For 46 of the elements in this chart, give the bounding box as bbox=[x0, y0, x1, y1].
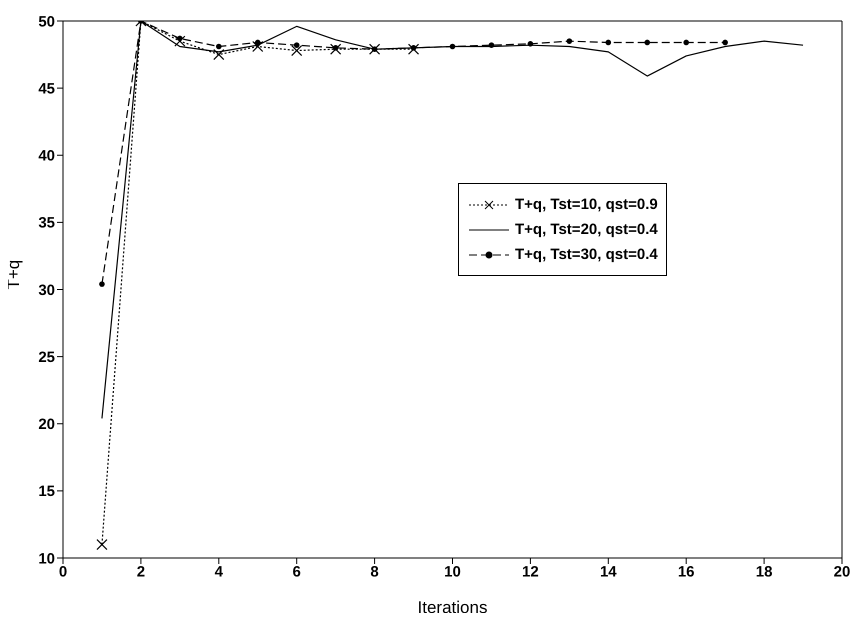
y-tick-label: 50 bbox=[38, 13, 55, 30]
y-tick-label: 40 bbox=[38, 148, 55, 165]
point bbox=[566, 38, 572, 44]
point bbox=[254, 40, 261, 46]
y-tick-label: 35 bbox=[38, 214, 55, 232]
point bbox=[683, 40, 689, 46]
y-tick-label: 30 bbox=[38, 282, 55, 299]
y-tick-label: 20 bbox=[38, 416, 55, 434]
point bbox=[252, 40, 264, 52]
point bbox=[213, 48, 224, 60]
y-tick-label: 10 bbox=[38, 550, 55, 568]
x-tick-label: 4 bbox=[214, 564, 224, 581]
point bbox=[488, 42, 494, 48]
point bbox=[528, 41, 534, 47]
legend-label: T+q, Tst=30, qst=0.4 bbox=[515, 246, 658, 263]
point bbox=[330, 44, 342, 55]
point bbox=[294, 42, 300, 48]
x-tick-label: 18 bbox=[756, 564, 772, 581]
point bbox=[644, 40, 650, 46]
x-tick-label: 6 bbox=[292, 564, 301, 581]
x-tick-label: 2 bbox=[136, 564, 146, 581]
point bbox=[606, 40, 612, 46]
point bbox=[96, 538, 108, 550]
point bbox=[332, 45, 338, 51]
point bbox=[722, 40, 728, 46]
point bbox=[216, 44, 222, 50]
point bbox=[174, 36, 186, 47]
x-tick-label: 16 bbox=[678, 564, 695, 581]
y-tick-label: 25 bbox=[38, 348, 55, 366]
x-tick-label: 8 bbox=[370, 564, 379, 581]
x-axis-title: Iterations bbox=[418, 598, 488, 617]
x-tick-label: 0 bbox=[58, 564, 68, 581]
legend-label: T+q, Tst=20, qst=0.4 bbox=[515, 221, 658, 238]
y-tick-label: 45 bbox=[38, 80, 55, 98]
point bbox=[410, 45, 416, 51]
y-tick-label: 15 bbox=[38, 483, 55, 500]
point bbox=[99, 281, 105, 287]
point bbox=[408, 44, 420, 55]
x-tick-label: 10 bbox=[444, 564, 461, 581]
legend-label: T+q, Tst=10, qst=0.9 bbox=[515, 196, 658, 213]
x-tick-label: 14 bbox=[600, 564, 618, 581]
x-tick-label: 20 bbox=[834, 564, 850, 581]
point bbox=[291, 44, 302, 56]
point bbox=[450, 44, 456, 50]
x-tick-label: 12 bbox=[522, 564, 539, 581]
point bbox=[177, 36, 183, 42]
